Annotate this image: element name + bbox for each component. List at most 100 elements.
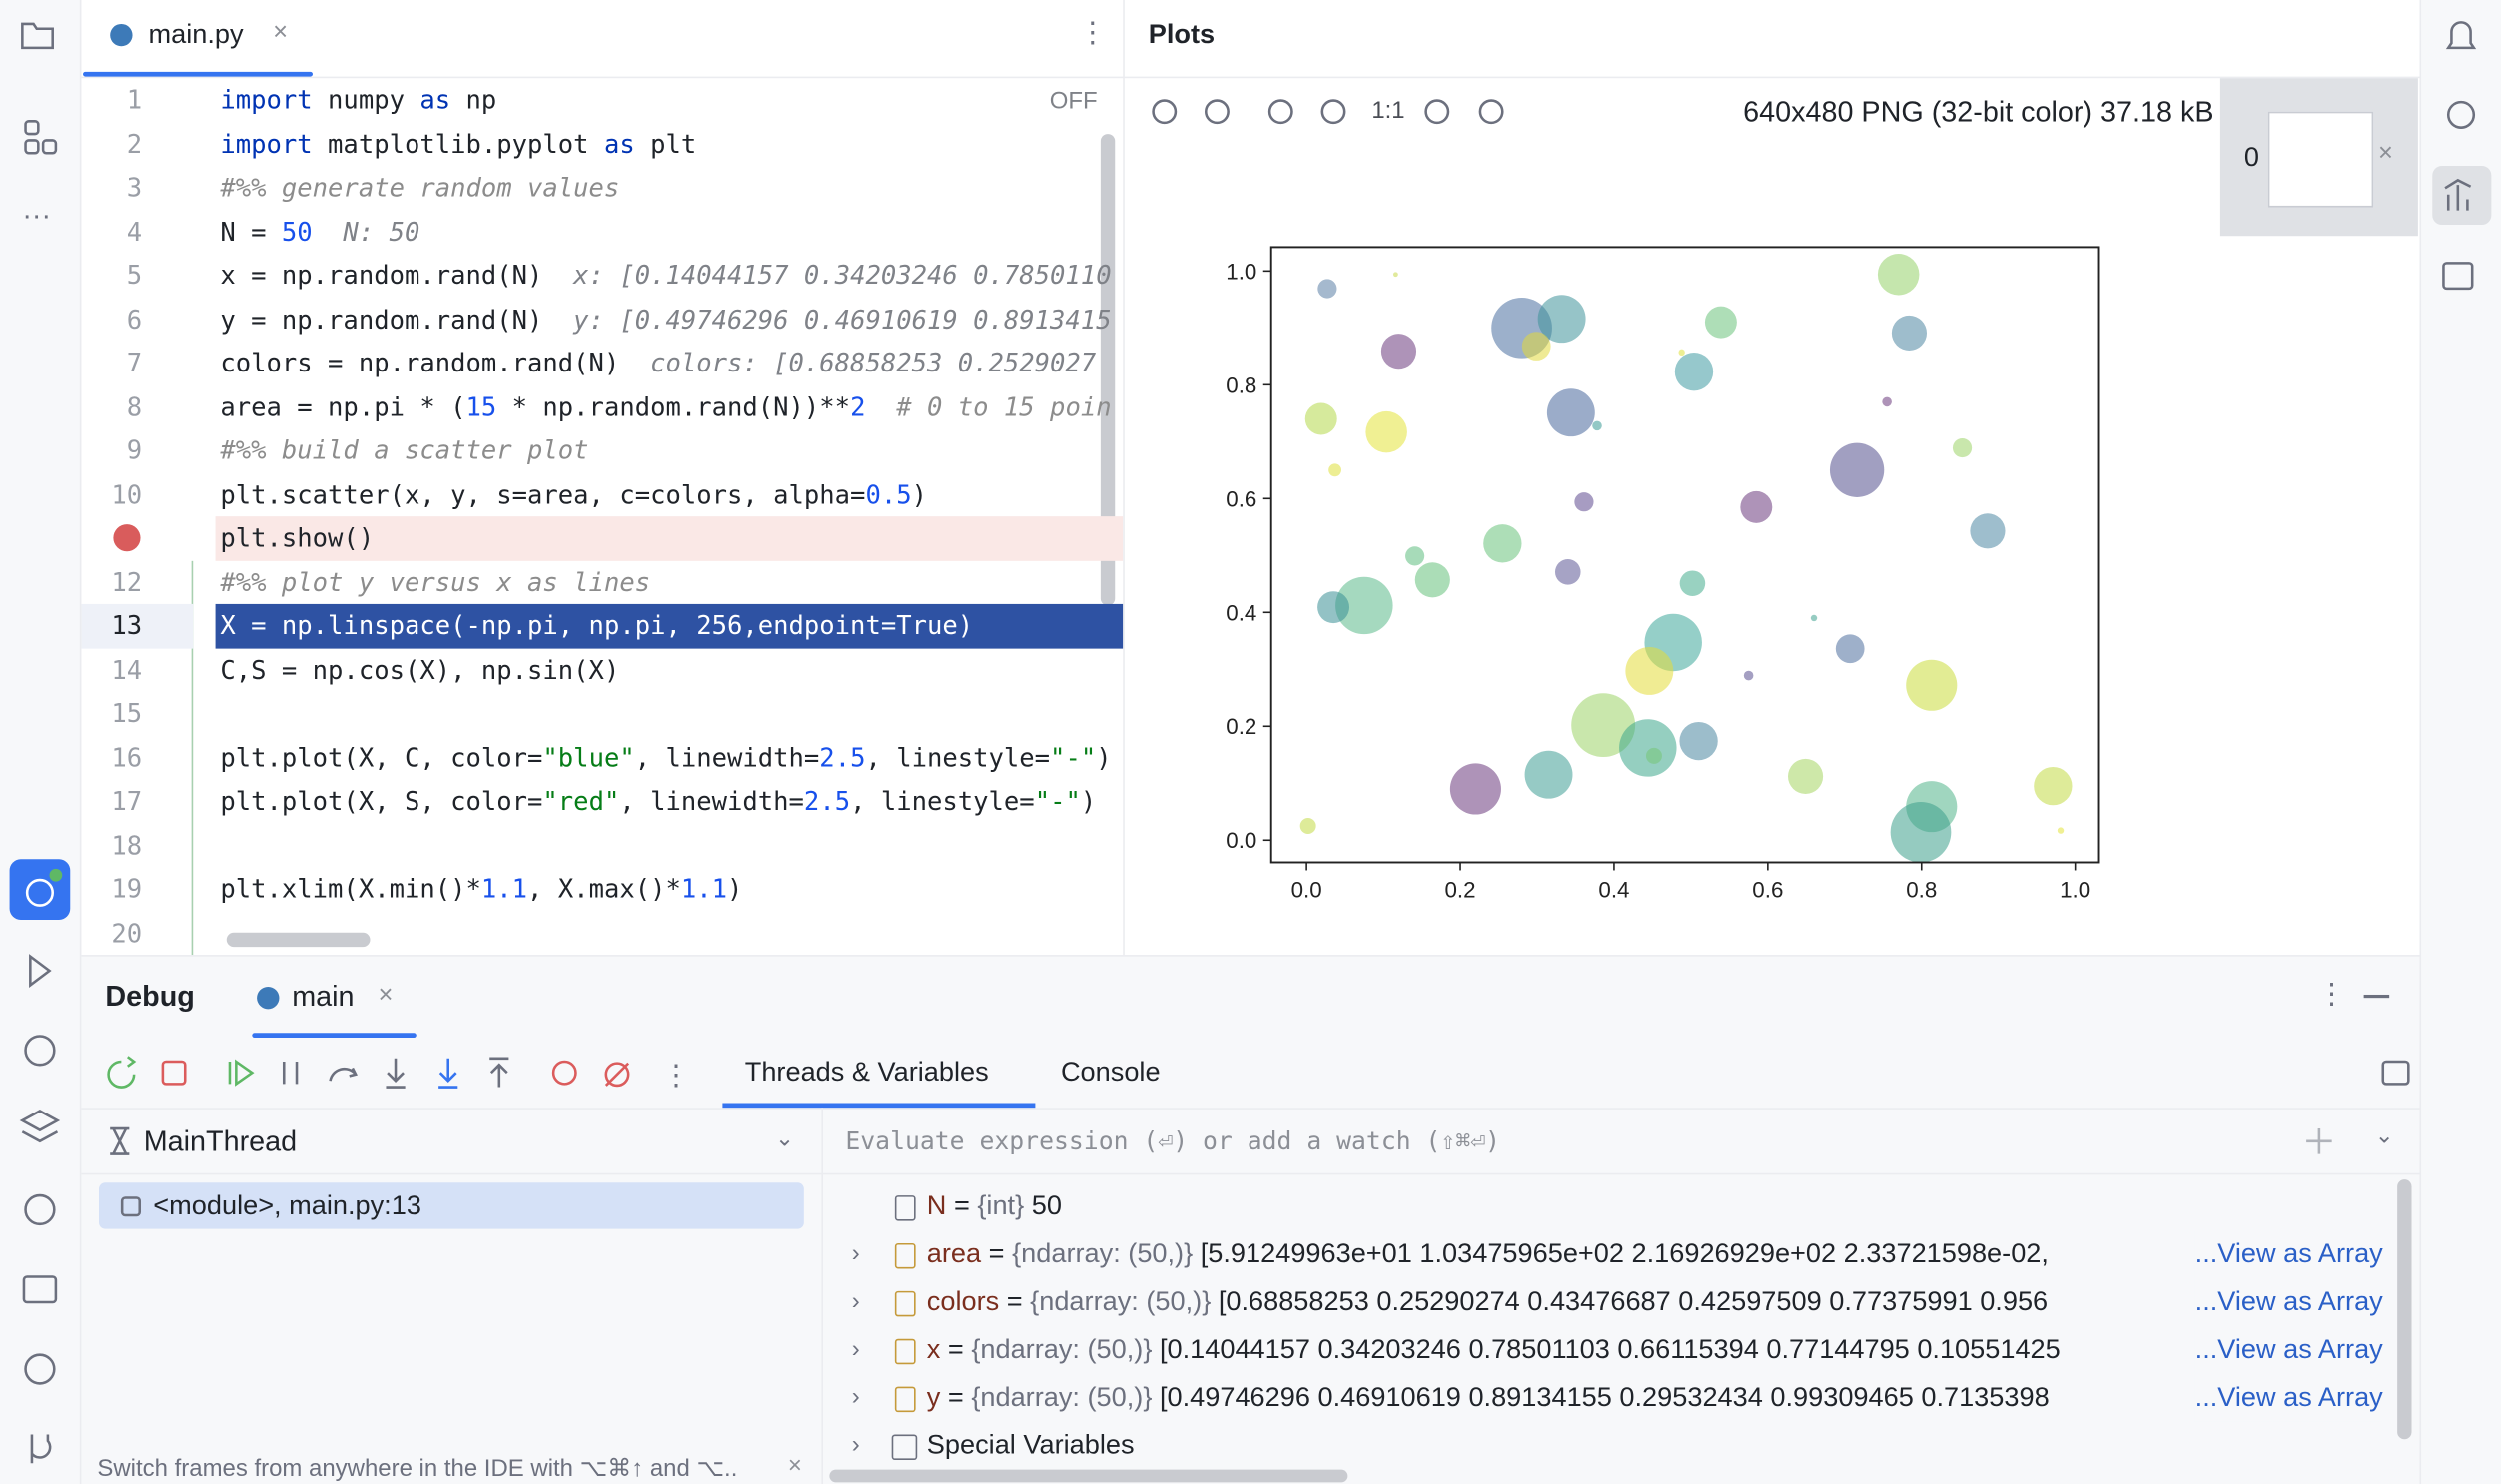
ai-icon[interactable] bbox=[2446, 100, 2476, 129]
zoom-in-icon[interactable] bbox=[1267, 99, 1293, 125]
x-tick-label: 1.0 bbox=[2060, 878, 2090, 903]
python-console-icon[interactable] bbox=[24, 1035, 56, 1067]
structure-icon[interactable] bbox=[24, 139, 40, 155]
divider bbox=[1123, 0, 1125, 957]
debug-active[interactable] bbox=[9, 859, 71, 920]
thumbnail[interactable] bbox=[2267, 111, 2374, 208]
variable-row[interactable]: N = {int} 50 bbox=[845, 1182, 2395, 1230]
close-session[interactable]: × bbox=[378, 982, 394, 1010]
data-view-icon[interactable] bbox=[2442, 262, 2474, 291]
plots-icon[interactable] bbox=[2444, 178, 2472, 211]
expand-arrow[interactable]: › bbox=[851, 1287, 860, 1315]
token: 15 bbox=[465, 391, 497, 422]
structure-icon[interactable] bbox=[24, 120, 40, 136]
problems-icon[interactable] bbox=[24, 1353, 56, 1385]
services-icon[interactable] bbox=[24, 1193, 56, 1226]
frame-icon[interactable] bbox=[120, 1196, 142, 1217]
pause-icon[interactable] bbox=[282, 1062, 299, 1085]
notifications-icon[interactable] bbox=[2445, 21, 2477, 50]
token: ) bbox=[1080, 786, 1097, 817]
more-menu[interactable]: ⋮ bbox=[1078, 15, 1108, 48]
variable-row[interactable]: › x = {ndarray: (50,)} [0.14044157 0.3420… bbox=[845, 1325, 2395, 1374]
more-menu[interactable]: ⋮ bbox=[2317, 977, 2347, 1010]
frame-label[interactable]: <module>, main.py:13 bbox=[153, 1190, 421, 1221]
python-file-icon[interactable] bbox=[257, 986, 280, 1010]
hide-panel[interactable] bbox=[2363, 994, 2390, 999]
point bbox=[1592, 420, 1602, 431]
frame-row[interactable] bbox=[99, 1182, 804, 1229]
horizontal-scrollbar[interactable] bbox=[829, 1469, 1348, 1483]
fill-icon[interactable] bbox=[1424, 99, 1450, 125]
close-tip[interactable]: × bbox=[787, 1452, 802, 1480]
plots-active[interactable] bbox=[2432, 165, 2492, 226]
point bbox=[1414, 562, 1450, 598]
vertical-scrollbar[interactable] bbox=[1100, 134, 1116, 606]
fit-icon[interactable] bbox=[1152, 99, 1178, 125]
view-as-array[interactable]: ...View as Array bbox=[2194, 1373, 2383, 1422]
view-as-array[interactable]: ...View as Array bbox=[2194, 1278, 2383, 1326]
resume-icon[interactable] bbox=[228, 1059, 255, 1087]
inspection-toggle[interactable]: OFF bbox=[1049, 87, 1098, 115]
code-line: 8 area = np.pi * (15 * np.random.rand(N))… bbox=[81, 385, 1123, 429]
add-watch-icon[interactable] bbox=[2306, 1128, 2332, 1154]
expand-arrow[interactable]: › bbox=[851, 1239, 860, 1267]
stop-icon[interactable] bbox=[161, 1060, 187, 1086]
thread-selector[interactable]: MainThread bbox=[143, 1124, 298, 1157]
view-as-array[interactable]: ...View as Array bbox=[2194, 1325, 2383, 1374]
pipette-icon[interactable] bbox=[1478, 99, 1504, 125]
step-out-icon[interactable] bbox=[489, 1057, 509, 1088]
project-icon[interactable] bbox=[21, 22, 54, 50]
horizontal-scrollbar[interactable] bbox=[226, 932, 371, 948]
more-icon[interactable]: ··· bbox=[22, 200, 51, 232]
layers-icon[interactable] bbox=[19, 1110, 61, 1143]
point bbox=[1619, 719, 1677, 777]
git-icon[interactable] bbox=[30, 1434, 52, 1464]
force-step-into-icon[interactable] bbox=[438, 1058, 458, 1089]
breakpoints-icon[interactable] bbox=[551, 1060, 577, 1086]
grid-icon[interactable] bbox=[1204, 99, 1230, 125]
tab-threads[interactable]: Threads & Variables bbox=[744, 1057, 989, 1088]
expand-arrow[interactable]: › bbox=[851, 1431, 860, 1459]
layout-icon[interactable] bbox=[2381, 1060, 2410, 1086]
variable-row[interactable]: › area = {ndarray: (50,)} [5.91249963e+01… bbox=[845, 1230, 2395, 1279]
terminal-icon[interactable] bbox=[22, 1275, 58, 1304]
x-tick-label: 0.8 bbox=[1906, 878, 1937, 903]
expand-arrow[interactable]: › bbox=[851, 1335, 860, 1363]
editor-tab[interactable]: main.py bbox=[148, 19, 244, 50]
step-over-icon[interactable] bbox=[329, 1067, 358, 1084]
divider bbox=[821, 1108, 824, 1484]
thread-icon[interactable] bbox=[110, 1126, 130, 1155]
point bbox=[1829, 442, 1885, 497]
line-number: 12 bbox=[111, 566, 143, 598]
close-tab[interactable]: × bbox=[273, 19, 288, 47]
session-tab[interactable]: main bbox=[292, 980, 355, 1013]
zoom-actual[interactable]: 1:1 bbox=[1371, 97, 1405, 125]
python-file-icon[interactable] bbox=[110, 23, 133, 47]
breakpoint[interactable] bbox=[113, 524, 141, 552]
variable-row[interactable]: › y = {ndarray: (50,)} [0.49746296 0.4691… bbox=[845, 1373, 2395, 1422]
y-tick-label: 1.0 bbox=[1226, 259, 1256, 284]
variable-row[interactable]: › colors = {ndarray: (50,)} [0.68858253 0… bbox=[845, 1278, 2395, 1326]
point bbox=[1704, 306, 1737, 339]
evaluate-input[interactable]: Evaluate expression (⏎) or add a watch (… bbox=[845, 1126, 1501, 1156]
expand-arrow[interactable]: › bbox=[851, 1383, 860, 1411]
view-as-array[interactable]: ...View as Array bbox=[2194, 1230, 2383, 1279]
tab-underline bbox=[252, 1033, 417, 1039]
more-icon[interactable]: ⋮ bbox=[662, 1059, 691, 1091]
dropdown-arrow[interactable]: ⌄ bbox=[775, 1124, 794, 1151]
close-plot[interactable]: × bbox=[2377, 140, 2393, 168]
dropdown-arrow[interactable]: ⌄ bbox=[2374, 1121, 2394, 1148]
tab-console[interactable]: Console bbox=[1060, 1057, 1161, 1088]
token: 2.5 bbox=[819, 742, 866, 773]
code-editor[interactable]: OFF 1 import numpy as np 2 import matplotli… bbox=[81, 78, 1124, 956]
zoom-out-icon[interactable] bbox=[1320, 99, 1346, 125]
structure-icon[interactable] bbox=[41, 139, 58, 155]
step-into-icon[interactable] bbox=[386, 1058, 406, 1089]
vertical-scrollbar[interactable] bbox=[2397, 1179, 2412, 1440]
token: plt.scatter(x, y, s=area, c=colors, alph… bbox=[220, 479, 866, 510]
rerun-icon[interactable] bbox=[107, 1056, 137, 1089]
run-icon[interactable] bbox=[29, 954, 52, 988]
mute-ring[interactable] bbox=[604, 1062, 630, 1088]
special-variables[interactable]: › Special Variables bbox=[845, 1422, 2395, 1470]
debug-icon[interactable] bbox=[25, 878, 54, 907]
